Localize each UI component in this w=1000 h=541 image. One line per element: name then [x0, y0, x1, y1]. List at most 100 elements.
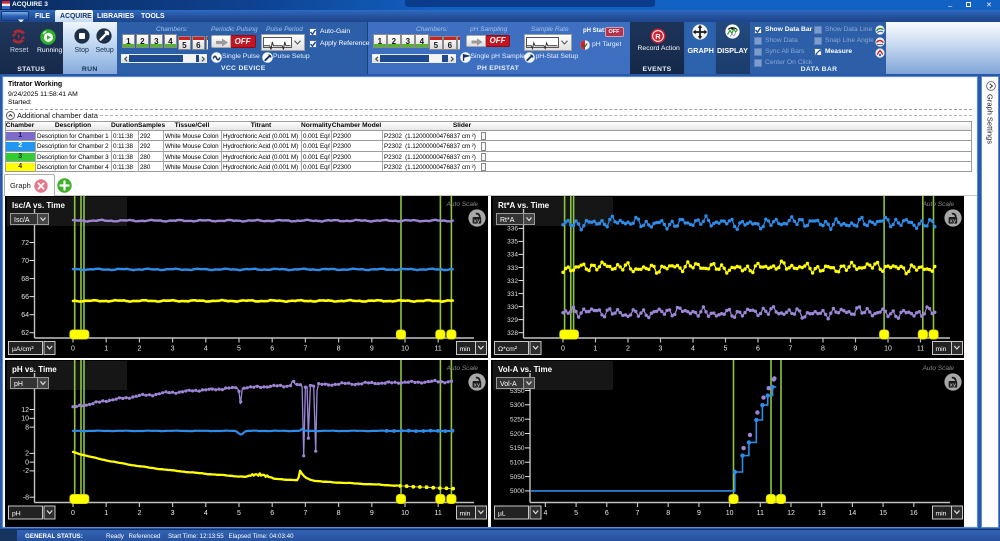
svg-text:5: 5 — [723, 346, 727, 353]
svg-text:7: 7 — [303, 510, 307, 517]
svg-text:Auto Scale: Auto Scale — [446, 201, 479, 208]
svg-text:pH: pH — [14, 381, 23, 388]
svg-text:8: 8 — [666, 510, 670, 517]
svg-text:8: 8 — [25, 424, 29, 431]
svg-text:11: 11 — [916, 346, 923, 353]
svg-text:4: 4 — [543, 510, 547, 517]
svg-text:pH: pH — [12, 511, 21, 518]
svg-text:6: 6 — [756, 346, 760, 353]
svg-text:5250: 5250 — [510, 417, 525, 424]
svg-text:10: 10 — [401, 510, 409, 517]
svg-text:2: 2 — [626, 346, 630, 353]
svg-text:10: 10 — [884, 346, 892, 353]
svg-text:pH vs. Time: pH vs. Time — [12, 365, 57, 374]
svg-text:62: 62 — [21, 330, 29, 337]
svg-text:8: 8 — [337, 510, 341, 517]
svg-text:xy: xy — [474, 382, 481, 388]
svg-text:11: 11 — [435, 510, 442, 517]
svg-text:2: 2 — [25, 451, 29, 458]
svg-text:4: 4 — [691, 346, 695, 353]
svg-text:5300: 5300 — [510, 402, 525, 409]
svg-text:8: 8 — [821, 346, 825, 353]
svg-text:Rt*A vs. Time: Rt*A vs. Time — [498, 201, 550, 210]
svg-text:6: 6 — [604, 510, 608, 517]
svg-text:12: 12 — [21, 407, 29, 414]
svg-text:5: 5 — [237, 346, 241, 353]
svg-text:331: 331 — [507, 291, 518, 298]
svg-text:9: 9 — [370, 346, 374, 353]
svg-text:333: 333 — [507, 265, 518, 272]
svg-text:7: 7 — [303, 346, 307, 353]
svg-text:16: 16 — [909, 510, 917, 517]
svg-text:Vol-A: Vol-A — [500, 381, 517, 388]
svg-text:Vol-A vs. Time: Vol-A vs. Time — [498, 365, 553, 374]
svg-text:14: 14 — [848, 510, 856, 517]
svg-text:7: 7 — [635, 510, 639, 517]
svg-text:xy: xy — [949, 218, 956, 224]
svg-text:0: 0 — [25, 459, 29, 466]
svg-text:335: 335 — [507, 239, 518, 246]
svg-text:5200: 5200 — [510, 431, 525, 438]
svg-text:13: 13 — [817, 510, 825, 517]
svg-text:xy: xy — [474, 218, 481, 224]
svg-text:Auto Scale: Auto Scale — [921, 201, 954, 208]
svg-text:min: min — [935, 511, 946, 518]
svg-text:5100: 5100 — [510, 460, 525, 467]
svg-text:70: 70 — [21, 258, 29, 265]
svg-text:5000: 5000 — [510, 488, 525, 495]
svg-text:R: R — [655, 32, 661, 41]
svg-text:15: 15 — [879, 510, 887, 517]
svg-text:68: 68 — [21, 276, 29, 283]
svg-text:Isc/A vs. Time: Isc/A vs. Time — [12, 201, 65, 210]
svg-text:64: 64 — [21, 312, 29, 319]
svg-text:5350: 5350 — [510, 388, 525, 395]
svg-text:Auto Scale: Auto Scale — [921, 365, 954, 372]
svg-text:9: 9 — [696, 510, 700, 517]
svg-text:1: 1 — [104, 346, 108, 353]
svg-text:Isc/A: Isc/A — [14, 217, 30, 224]
svg-text:min: min — [460, 346, 471, 353]
svg-text:5: 5 — [574, 510, 578, 517]
svg-text:4: 4 — [204, 510, 208, 517]
svg-text:328: 328 — [507, 330, 518, 337]
svg-text:µL: µL — [498, 511, 506, 518]
svg-text:3: 3 — [171, 346, 175, 353]
svg-text:66: 66 — [21, 294, 29, 301]
svg-text:336: 336 — [507, 226, 518, 233]
svg-text:0: 0 — [561, 346, 565, 353]
svg-text:10: 10 — [401, 346, 409, 353]
svg-text:Rt*A: Rt*A — [500, 217, 515, 224]
svg-text:72: 72 — [21, 240, 29, 247]
svg-text:9: 9 — [370, 510, 374, 517]
svg-text:3: 3 — [171, 510, 175, 517]
svg-text:10: 10 — [725, 510, 733, 517]
svg-text:min: min — [935, 346, 946, 353]
svg-text:0: 0 — [71, 510, 75, 517]
svg-text:3: 3 — [658, 346, 662, 353]
svg-text:10: 10 — [21, 416, 29, 423]
svg-text:11: 11 — [756, 510, 763, 517]
svg-text:5150: 5150 — [510, 445, 525, 452]
svg-text:5: 5 — [237, 510, 241, 517]
svg-text:Auto Scale: Auto Scale — [446, 365, 479, 372]
svg-text:329: 329 — [507, 317, 518, 324]
svg-text:8: 8 — [337, 346, 341, 353]
svg-text:-2: -2 — [23, 468, 29, 475]
svg-text:min: min — [460, 511, 471, 518]
svg-text:-8: -8 — [23, 495, 29, 502]
svg-text:5050: 5050 — [510, 474, 525, 481]
svg-text:4: 4 — [204, 346, 208, 353]
svg-text:xy: xy — [949, 382, 956, 388]
svg-text:µA/cm²: µA/cm² — [12, 346, 34, 353]
svg-text:11: 11 — [435, 346, 442, 353]
svg-text:Ω*cm²: Ω*cm² — [498, 346, 518, 353]
svg-text:0: 0 — [71, 346, 75, 353]
svg-text:334: 334 — [507, 252, 518, 259]
svg-text:1: 1 — [104, 510, 108, 517]
svg-text:2: 2 — [137, 346, 141, 353]
svg-text:6: 6 — [270, 510, 274, 517]
svg-text:7: 7 — [788, 346, 792, 353]
svg-text:1: 1 — [593, 346, 597, 353]
svg-text:12: 12 — [787, 510, 795, 517]
svg-text:2: 2 — [137, 510, 141, 517]
